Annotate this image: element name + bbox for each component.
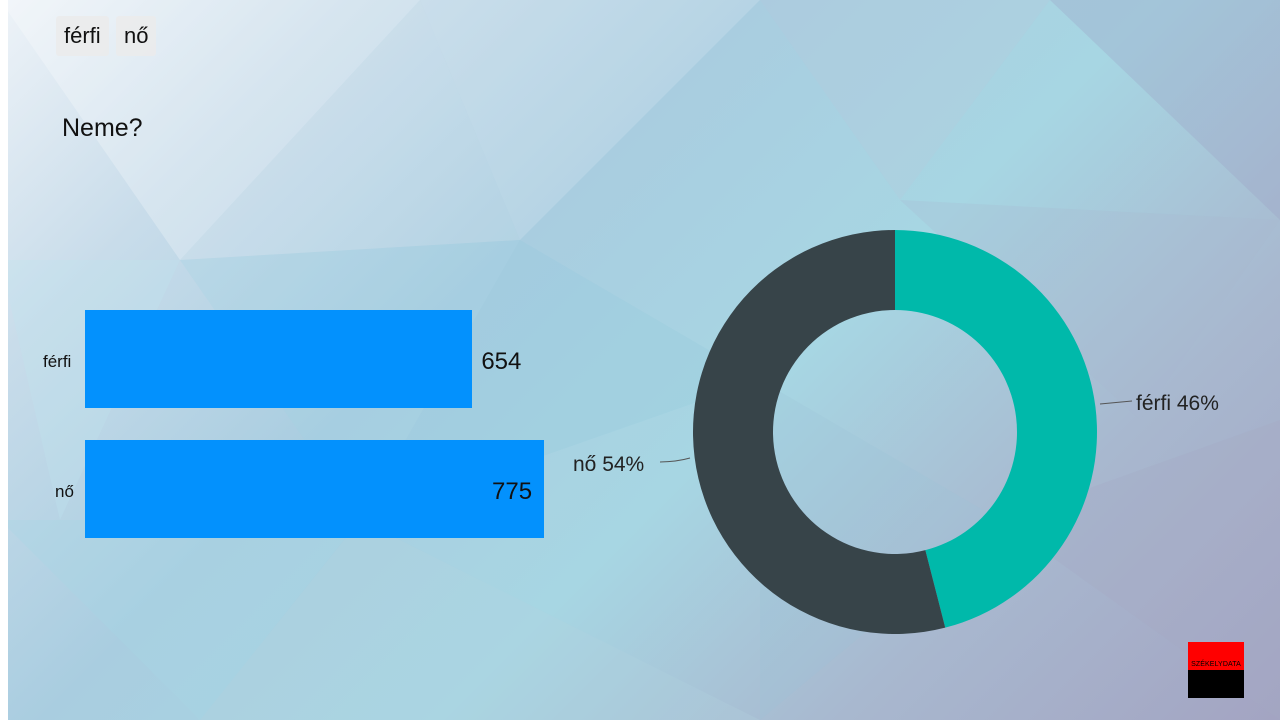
donut-slice-ferfi — [895, 230, 1097, 628]
question-title: Neme? — [62, 114, 143, 142]
slice-label-ferfi: férfi 46% — [1136, 392, 1219, 415]
bar-no — [85, 440, 544, 538]
leader-line-ferfi — [1099, 400, 1133, 405]
brand-logo: SZÉKELYDATA — [1188, 642, 1244, 698]
donut-slice-no — [693, 230, 946, 634]
logo-text: SZÉKELYDATA — [1191, 661, 1241, 668]
bar-category-label-ferfi: férfi — [43, 352, 72, 371]
left-edge-strip — [0, 0, 8, 720]
bar-value-label-no: 775 — [492, 478, 533, 505]
bar-category-label-no: nő — [55, 482, 74, 501]
slice-label-no: nő 54% — [573, 453, 645, 476]
tab-ferfi[interactable]: férfi — [56, 16, 109, 56]
bar-value-label-ferfi: 654 — [481, 348, 522, 375]
donut-chart — [660, 230, 1133, 634]
bar-ferfi — [85, 310, 473, 408]
leader-line-no — [660, 457, 691, 463]
tab-no[interactable]: nő — [116, 16, 157, 56]
